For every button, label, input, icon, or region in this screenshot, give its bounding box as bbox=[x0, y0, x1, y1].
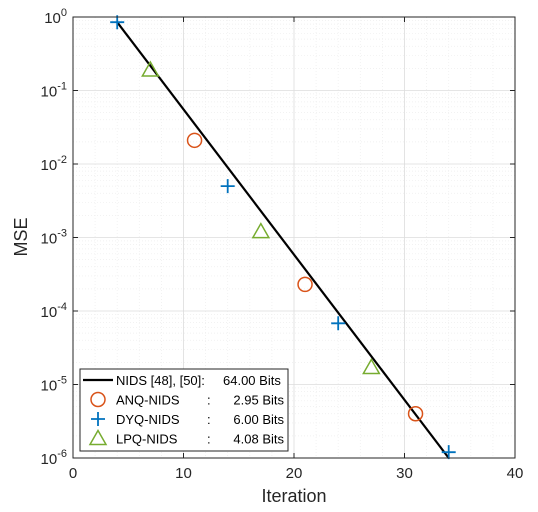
y-tick-label: 10-2 bbox=[41, 154, 67, 174]
legend-label: NIDS [48], [50]: bbox=[116, 373, 205, 388]
y-tick-label: 10-3 bbox=[41, 228, 67, 248]
marker-anq-nids bbox=[186, 132, 203, 149]
legend-swatch-triangle bbox=[88, 428, 108, 446]
tick-layer: 0 10 20 30 40 100 10-1 10-2 10-3 10-4 10-5 10-6 bbox=[41, 7, 524, 482]
y-tick-label: 10-4 bbox=[41, 301, 67, 321]
series-line-nids bbox=[116, 21, 450, 459]
marker-dyq-nids bbox=[331, 316, 346, 331]
series-layer bbox=[110, 15, 456, 460]
marker-dyq-nids bbox=[441, 445, 456, 460]
marker-dyq-nids bbox=[110, 15, 125, 30]
y-tick-label: 10-5 bbox=[41, 375, 67, 395]
y-tick-label: 10-1 bbox=[41, 81, 67, 101]
marker-lpq-nids bbox=[141, 60, 160, 77]
marker-lpq-nids bbox=[251, 222, 271, 239]
legend: NIDS [48], [50]: 64.00 Bits ANQ-NIDS: 2.95 … bbox=[79, 368, 289, 452]
y-tick-label: 100 bbox=[44, 7, 67, 27]
legend-entry: ANQ-NIDS: 2.95 Bits bbox=[90, 391, 284, 408]
x-tick-label: 0 bbox=[69, 465, 77, 482]
x-tick-label: 20 bbox=[286, 465, 303, 482]
marker-anq-nids bbox=[297, 276, 313, 293]
legend-separator: : bbox=[207, 432, 211, 447]
legend-value: 2.95 Bits bbox=[233, 393, 284, 408]
legend-box bbox=[79, 368, 289, 452]
legend-value: 64.00 Bits bbox=[223, 373, 281, 388]
legend-value: 4.08 Bits bbox=[233, 432, 284, 447]
y-axis-title: MSE bbox=[11, 217, 31, 256]
legend-entry: NIDS [48], [50]: 64.00 Bits bbox=[83, 373, 281, 388]
legend-value: 6.00 Bits bbox=[233, 412, 284, 427]
legend-label: DYQ-NIDS bbox=[116, 412, 180, 427]
x-axis-title: Iteration bbox=[261, 486, 326, 506]
legend-separator: : bbox=[207, 412, 211, 427]
x-tick-label: 30 bbox=[396, 465, 413, 482]
legend-label: LPQ-NIDS bbox=[116, 432, 178, 447]
legend-swatch-circle bbox=[90, 391, 106, 408]
legend-swatch-plus bbox=[91, 412, 105, 426]
x-tick-label: 40 bbox=[507, 465, 524, 482]
y-tick-label: 10-6 bbox=[41, 448, 67, 468]
legend-label: ANQ-NIDS bbox=[116, 393, 180, 408]
marker-anq-nids bbox=[407, 405, 424, 422]
marker-lpq-nids bbox=[362, 358, 381, 375]
legend-entry: DYQ-NIDS: 6.00 Bits bbox=[91, 412, 284, 427]
marker-dyq-nids bbox=[220, 179, 235, 194]
x-tick-label: 10 bbox=[175, 465, 192, 482]
legend-separator: : bbox=[207, 393, 211, 408]
legend-entry: LPQ-NIDS: 4.08 Bits bbox=[88, 428, 284, 447]
